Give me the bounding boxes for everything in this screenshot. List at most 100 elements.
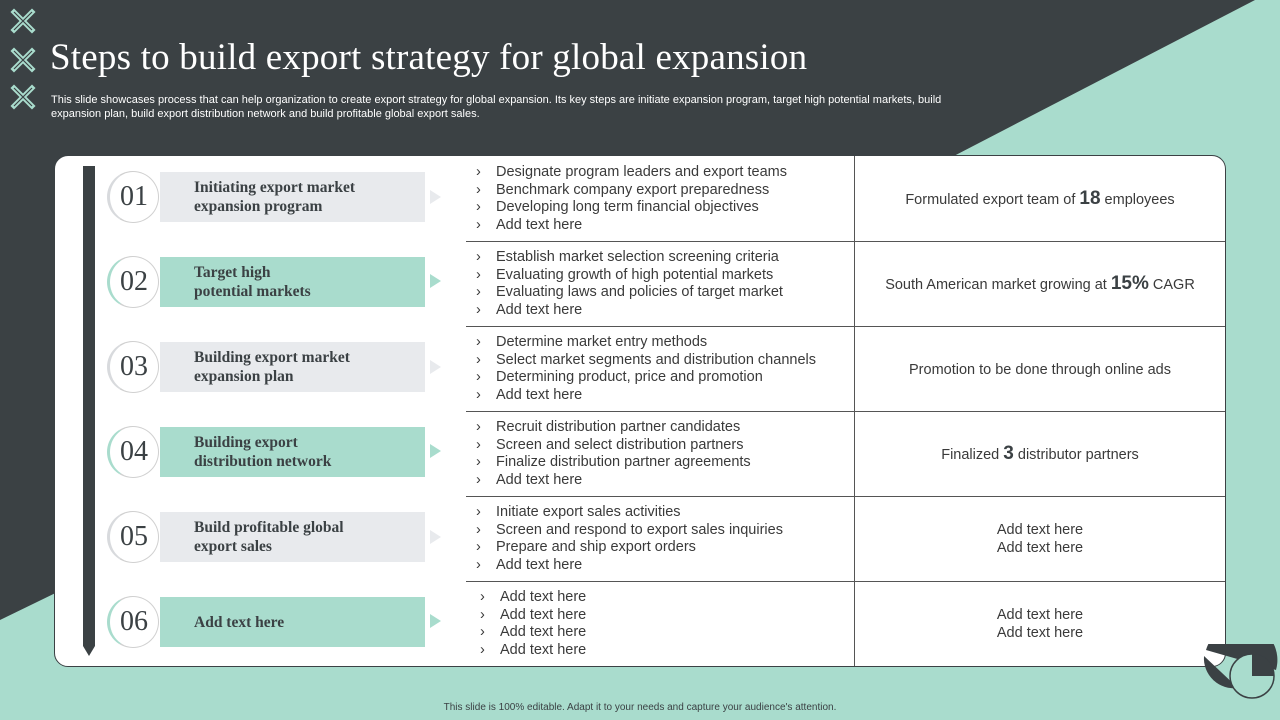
page-subtitle: This slide showcases process that can he… [51, 94, 942, 120]
bullet-item: › Add text here [476, 386, 583, 403]
step-result: South American market growing at 15% CAG… [855, 242, 1225, 326]
bullet-item: › Benchmark company export preparedness [476, 181, 770, 198]
bullet-item: › Recruit distribution partner candidates [476, 419, 741, 435]
step-circle [107, 256, 159, 308]
step-bullet-list: › Designate program leaders and export te… [476, 164, 787, 234]
bullet-item: › Add text here [480, 624, 587, 641]
step-circle [107, 171, 159, 223]
bullet-item: › Add text here [480, 641, 587, 658]
row-divider [466, 411, 1225, 412]
step-band: Initiating export market expansion progr… [160, 172, 425, 222]
step-label: Build profitable global export sales [194, 519, 344, 555]
row-divider [466, 326, 1225, 327]
bullet-item: › Add text here [476, 216, 583, 233]
chevron-right-icon: › [476, 301, 481, 318]
result-text: Formulated export team of 18 employees [905, 187, 1175, 209]
result-text: South American market growing at 15% CAG… [885, 272, 1195, 294]
row-divider [466, 496, 1225, 497]
step-result: Add text here Add text here [855, 497, 1225, 581]
chevron-right-icon: › [480, 624, 485, 641]
step-arrow [430, 274, 441, 288]
chevron-right-icon: › [476, 556, 481, 573]
bullet-item: › Determining product, price and promotio… [476, 369, 763, 386]
step-bullet-list: › Initiate export sales activities › Scree… [476, 504, 783, 574]
chevron-right-icon: › [476, 539, 481, 556]
chevron-right-icon: › [476, 369, 481, 386]
step-arrow [430, 360, 441, 374]
bullet-item: › Add text here [476, 556, 583, 573]
step-number: 03 [120, 351, 148, 382]
chevron-right-icon: › [476, 454, 481, 471]
bullet-item: › Finalize distribution partner agreement… [476, 454, 751, 471]
bullet-item: › Prepare and ship export orders [476, 539, 696, 556]
step-result: Finalized 3 distributor partners [855, 412, 1225, 496]
x-cross-icon [10, 8, 36, 34]
chevron-right-icon: › [476, 164, 481, 180]
x-cross-icon [10, 84, 36, 110]
step-result: Add text here Add text here [855, 582, 1225, 666]
step-bullet-list: › Establish market selection screening cr… [476, 249, 783, 319]
bullet-item: › Determine market entry methods [476, 334, 708, 350]
bullet-item: › Screen and respond to export sales inqu… [476, 521, 783, 538]
step-band: Building export distribution network [160, 427, 425, 477]
result-line: Add text here [996, 607, 1084, 623]
bullet-item: › Screen and select distribution partners [476, 436, 744, 453]
step-bullet-list: › Recruit distribution partner candidates… [476, 419, 751, 489]
row-divider [466, 241, 1225, 242]
step-label: Target high potential markets [194, 264, 311, 300]
result-line: Add text here [996, 540, 1084, 556]
result-line: Add text here [996, 625, 1084, 641]
step-arrow [430, 530, 441, 544]
bullet-item: › Designate program leaders and export te… [476, 164, 787, 180]
step-number: 05 [120, 521, 148, 552]
bullet-item: › Add text here [480, 589, 587, 605]
chevron-right-icon: › [480, 641, 485, 658]
step-band: Target high potential markets [160, 257, 425, 307]
step-label: Add text here [194, 613, 285, 631]
chevron-right-icon: › [476, 419, 481, 435]
bullet-item: › Establish market selection screening cr… [476, 249, 779, 265]
chevron-right-icon: › [476, 436, 481, 453]
bullet-item: › Evaluating growth of high potential mar… [476, 266, 774, 283]
bullet-item: › Initiate export sales activities [476, 504, 681, 520]
chevron-right-icon: › [476, 334, 481, 350]
bullet-item: › Add text here [476, 301, 583, 318]
step-bullet-list: › Determine market entry methods › Select … [476, 334, 816, 404]
step-circle [107, 596, 159, 648]
step-arrow [430, 444, 441, 458]
step-band: Add text here [160, 597, 425, 647]
bullet-item: › Developing long term financial objectiv… [476, 199, 759, 216]
footer-note: This slide is 100% editable. Adapt it to… [443, 702, 837, 713]
step-number: 02 [120, 266, 148, 297]
step-circle [107, 511, 159, 563]
step-label: Building export market expansion plan [194, 349, 350, 385]
step-label: Building export distribution network [194, 434, 332, 470]
step-arrow [430, 190, 441, 204]
chevron-right-icon: › [476, 284, 481, 301]
chevron-right-icon: › [476, 266, 481, 283]
bullet-item: › Add text here [480, 606, 587, 623]
timeline-arrow [83, 646, 95, 656]
chevron-right-icon: › [476, 386, 481, 403]
step-arrow [430, 614, 441, 628]
row-divider [466, 581, 1225, 582]
chevron-right-icon: › [476, 504, 481, 520]
bullet-item: › Add text here [476, 471, 583, 488]
step-circle [107, 426, 159, 478]
result-text: Finalized 3 distributor partners [941, 442, 1139, 464]
page-title: Steps to build export strategy for globa… [50, 37, 808, 78]
chevron-right-icon: › [476, 181, 481, 198]
x-cross-icon [10, 47, 36, 73]
chevron-right-icon: › [476, 249, 481, 265]
step-number: 04 [120, 436, 148, 467]
chevron-right-icon: › [476, 199, 481, 216]
chevron-right-icon: › [476, 521, 481, 538]
chevron-right-icon: › [476, 216, 481, 233]
step-label: Initiating export market expansion progr… [194, 179, 356, 215]
result-line: Add text here [996, 522, 1084, 538]
step-result: Promotion to be done through online ads [855, 327, 1225, 411]
bullet-item: › Select market segments and distribution… [476, 351, 816, 368]
step-number: 06 [120, 606, 148, 637]
step-number: 01 [120, 181, 148, 212]
chevron-right-icon: › [480, 606, 485, 623]
